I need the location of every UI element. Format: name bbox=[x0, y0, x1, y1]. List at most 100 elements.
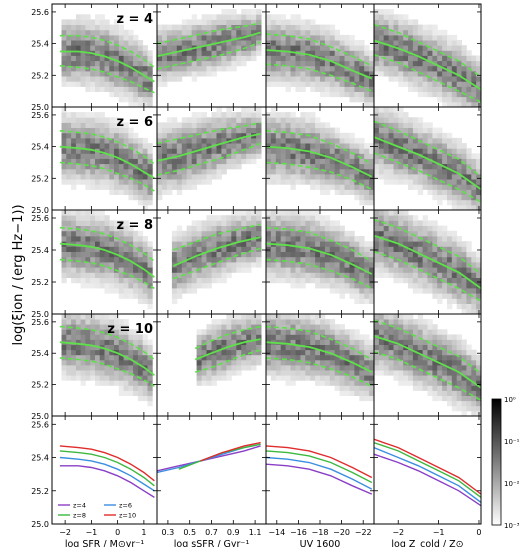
histogram-cell bbox=[147, 199, 153, 206]
histogram-cell bbox=[339, 246, 345, 252]
histogram-cell bbox=[324, 60, 331, 67]
histogram-cell bbox=[447, 137, 453, 144]
histogram-cell bbox=[85, 359, 91, 366]
histogram-cell bbox=[466, 50, 472, 56]
histogram-cell bbox=[201, 153, 207, 159]
histogram-cell bbox=[285, 122, 291, 128]
histogram-cell bbox=[206, 370, 212, 376]
histogram-cell bbox=[456, 334, 462, 340]
histogram-cell bbox=[344, 241, 350, 247]
histogram-cell bbox=[437, 375, 443, 381]
y-tick-label: 25.0 bbox=[31, 310, 49, 319]
histogram-cell bbox=[383, 143, 389, 149]
histogram-cell bbox=[349, 380, 355, 386]
histogram-cell bbox=[90, 230, 96, 237]
histogram-cell bbox=[85, 158, 91, 165]
comparison-line bbox=[374, 446, 481, 503]
histogram-cell bbox=[476, 251, 481, 258]
histogram-cell bbox=[388, 173, 394, 180]
histogram-cell bbox=[295, 45, 301, 51]
histogram-cell bbox=[104, 230, 110, 237]
histogram-cell bbox=[285, 256, 291, 263]
histogram-cell bbox=[275, 329, 282, 335]
histogram-cell bbox=[109, 81, 115, 87]
histogram-cell bbox=[216, 107, 222, 113]
histogram-cell bbox=[147, 359, 153, 366]
histogram-cell bbox=[85, 24, 91, 31]
histogram-cell bbox=[75, 112, 82, 118]
histogram-cell bbox=[196, 262, 202, 268]
histogram-cell bbox=[437, 29, 443, 36]
histogram-cell bbox=[109, 339, 115, 345]
histogram-cell bbox=[378, 163, 385, 170]
histogram-cell bbox=[90, 215, 96, 221]
histogram-cell bbox=[383, 153, 389, 159]
histogram-cell bbox=[285, 50, 291, 56]
histogram-cell bbox=[171, 298, 178, 304]
histogram-cell bbox=[339, 370, 345, 376]
histogram-cell bbox=[369, 143, 374, 149]
histogram-cell bbox=[90, 272, 96, 278]
histogram-cell bbox=[349, 34, 355, 41]
histogram-cell bbox=[80, 272, 86, 278]
histogram-cell bbox=[354, 143, 360, 149]
histogram-cell bbox=[329, 173, 336, 180]
histogram-cell bbox=[339, 277, 345, 284]
histogram-cell bbox=[176, 137, 183, 144]
histogram-cell bbox=[295, 55, 301, 62]
histogram-cell bbox=[300, 314, 306, 320]
histogram-cell bbox=[432, 194, 438, 201]
histogram-cell bbox=[95, 339, 101, 345]
histogram-cell bbox=[142, 359, 148, 366]
histogram-cell bbox=[378, 45, 385, 51]
histogram-cell bbox=[123, 365, 129, 371]
histogram-cell bbox=[133, 241, 139, 247]
histogram-cell bbox=[85, 215, 91, 221]
histogram-cell bbox=[471, 70, 477, 77]
histogram-cell bbox=[315, 256, 321, 263]
histogram-cell bbox=[285, 148, 291, 154]
histogram-cell bbox=[412, 256, 419, 263]
histogram-cell bbox=[476, 204, 481, 210]
histogram-cell bbox=[442, 282, 448, 289]
histogram-cell bbox=[137, 96, 144, 103]
histogram-cell bbox=[133, 230, 139, 237]
histogram-cell bbox=[374, 24, 380, 31]
histogram-cell bbox=[393, 14, 399, 20]
histogram-cell bbox=[99, 34, 105, 41]
histogram-cell bbox=[211, 19, 217, 25]
histogram-cell bbox=[412, 277, 419, 284]
histogram-cell bbox=[256, 334, 262, 340]
histogram-cell bbox=[383, 122, 389, 128]
histogram-cell bbox=[114, 127, 120, 134]
histogram-cell bbox=[398, 112, 404, 118]
histogram-cell bbox=[427, 390, 433, 396]
histogram-cell bbox=[61, 220, 67, 226]
histogram-cell bbox=[339, 158, 345, 165]
histogram-cell bbox=[157, 153, 163, 159]
histogram-cell bbox=[447, 101, 453, 107]
histogram-cell bbox=[80, 225, 86, 232]
histogram-cell bbox=[471, 199, 477, 206]
histogram-cell bbox=[310, 24, 316, 31]
histogram-cell bbox=[476, 359, 481, 366]
histogram-cell bbox=[412, 319, 419, 325]
histogram-cell bbox=[66, 76, 72, 82]
histogram-cell bbox=[256, 225, 262, 232]
histogram-cell bbox=[447, 262, 453, 268]
histogram-cell bbox=[71, 143, 77, 149]
histogram-cell bbox=[71, 163, 77, 170]
histogram-cell bbox=[295, 267, 301, 273]
histogram-cell bbox=[354, 298, 360, 304]
histogram-cell bbox=[456, 400, 462, 407]
histogram-cell bbox=[246, 122, 252, 128]
histogram-cell bbox=[201, 272, 207, 278]
histogram-cell bbox=[442, 251, 448, 258]
histogram-cell bbox=[300, 86, 306, 92]
histogram-cell bbox=[114, 344, 120, 351]
histogram-cell bbox=[295, 344, 301, 351]
histogram-cell bbox=[329, 55, 336, 62]
histogram-cell bbox=[216, 45, 222, 51]
histogram-cell bbox=[432, 173, 438, 180]
histogram-cell bbox=[137, 163, 144, 170]
